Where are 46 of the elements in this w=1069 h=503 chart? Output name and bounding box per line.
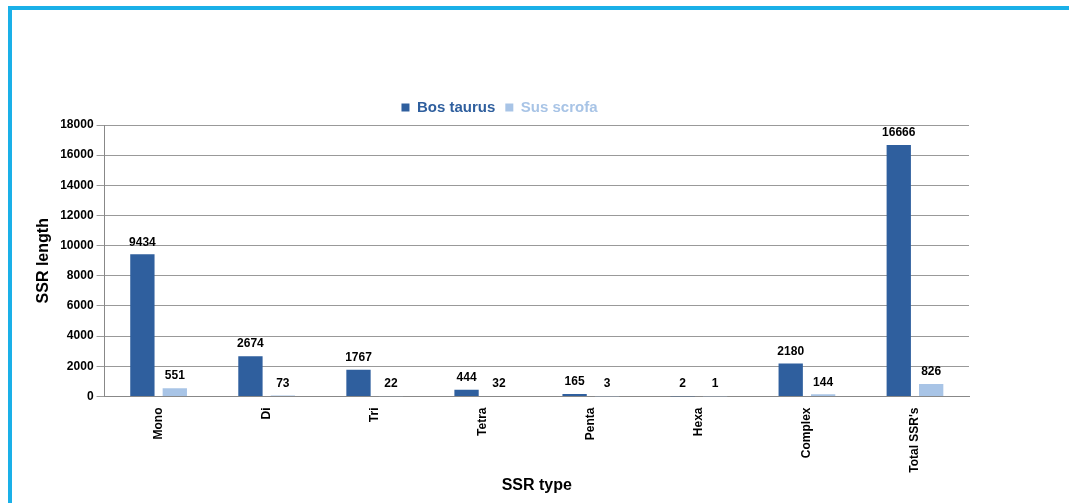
x-tick-label: Total SSR's [907,407,922,473]
y-tick-label: 8000 [66,268,94,283]
y-tick-label: 18000 [60,117,94,132]
x-axis-title: SSR type [501,475,572,493]
y-tick-label: 12000 [60,207,94,222]
y-tick-label: 4000 [66,328,94,343]
data-label: 9434 [129,234,157,249]
data-label: 2674 [237,336,265,351]
data-label: 165 [564,374,585,389]
y-tick-label: 14000 [60,177,94,192]
y-tick-label: 16000 [60,147,94,162]
legend-label: Sus scrofa [520,97,599,115]
y-tick-label: 6000 [66,298,94,313]
data-label: 444 [456,370,477,385]
data-label: 144 [813,374,834,389]
x-tick-label: Hexa [691,407,706,437]
x-tick-label: Tetra [475,407,490,436]
y-axis-title: SSR length [34,218,52,304]
x-tick-label: Penta [583,407,598,441]
data-label: 826 [921,364,942,379]
data-label: 3 [603,376,611,391]
x-tick-label: Di [258,407,273,420]
bar [346,369,371,396]
bar [238,356,263,396]
data-label: 2180 [777,343,805,358]
data-label: 16666 [882,125,916,140]
x-tick-label: Tri [367,407,382,423]
data-label: 551 [164,368,186,383]
y-tick-label: 10000 [60,237,94,252]
data-label: 1767 [345,350,373,365]
legend-label: Bos taurus [416,97,496,115]
bar [454,389,479,396]
bar [162,388,187,396]
bar [778,363,803,396]
data-label: 32 [492,376,506,391]
bar [919,384,944,396]
bar [130,254,155,396]
x-tick-label: Mono [150,407,165,440]
bar [886,145,911,396]
y-tick-label: 0 [86,388,94,403]
y-tick-label: 2000 [66,358,94,373]
x-tick-label: Complex [799,407,814,459]
data-label: 1 [711,376,719,391]
data-label: 73 [276,375,290,390]
data-label: 2 [679,376,687,391]
data-label: 22 [384,376,398,391]
